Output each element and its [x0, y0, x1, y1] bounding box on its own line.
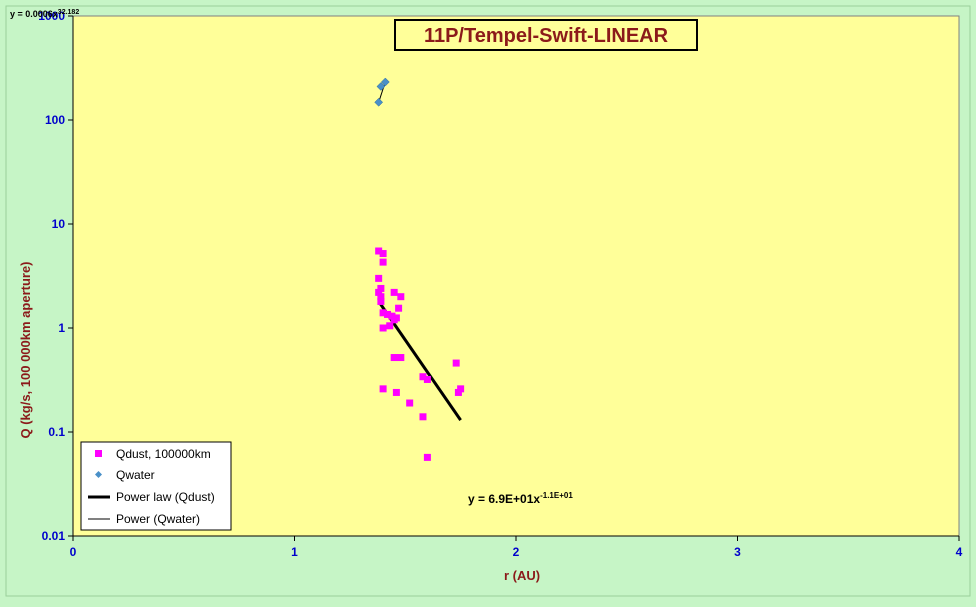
y-tick-label: 100 [45, 113, 65, 127]
qwater-series [374, 77, 390, 107]
legend-powerlaw-label: Power law (Qdust) [116, 490, 215, 504]
legend-qdust-marker [95, 450, 102, 457]
x-tick-label: 2 [513, 545, 520, 559]
qdust-point [375, 247, 383, 255]
qwater-point [374, 97, 384, 107]
legend-qdust-label: Qdust, 100000km [116, 447, 211, 461]
legend: Qdust, 100000km Qwater Power law (Qdust)… [80, 441, 232, 531]
qdust-point [395, 304, 403, 312]
qdust-point [419, 413, 427, 421]
qdust-point [419, 373, 427, 381]
y-tick-label: 0.01 [42, 529, 66, 543]
y-tick-label: 0.1 [48, 425, 65, 439]
qdust-point [388, 312, 396, 320]
qdust-series [375, 247, 465, 461]
x-tick-label: 0 [70, 545, 77, 559]
qdust-fit-equation: y = 6.9E+01x-1.1E+01 [468, 491, 573, 506]
qdust-point [392, 388, 400, 396]
chart-title-box: 11P/Tempel-Swift-LINEAR [394, 19, 698, 51]
qdust-point [379, 258, 387, 266]
y-tick-label: 10 [52, 217, 66, 231]
qdust-point [386, 322, 394, 330]
x-tick-label: 4 [956, 545, 963, 559]
qwater-point [376, 82, 386, 91]
qwater-power-line [378, 81, 386, 103]
qdust-point [454, 388, 462, 396]
y-tick-label: 1000 [38, 9, 65, 23]
qdust-point [452, 359, 460, 367]
qdust-point [397, 293, 405, 301]
y-axis: 0.01 0.1 1 10 100 1000 [38, 9, 74, 543]
qdust-point [390, 316, 398, 324]
qdust-point [457, 385, 465, 393]
x-tick-label: 1 [291, 545, 298, 559]
qdust-point [377, 293, 385, 301]
qdust-point [377, 297, 385, 305]
x-tick-label: 3 [734, 545, 741, 559]
legend-power-label: Power (Qwater) [116, 512, 200, 526]
qdust-point [390, 288, 398, 296]
qdust-point [379, 385, 387, 393]
legend-qwater-label: Qwater [116, 468, 155, 482]
legend-qwater-marker [95, 471, 102, 478]
qdust-point [375, 288, 383, 296]
x-axis: 0 1 2 3 4 [70, 535, 963, 559]
qdust-point [406, 399, 414, 407]
qdust-point [379, 324, 387, 332]
qdust-point [379, 250, 387, 258]
qdust-point [423, 453, 431, 461]
x-axis-title: r (AU) [504, 568, 540, 583]
qwater-fit-equation: y = 0.0006x32.182 [10, 9, 79, 19]
qdust-point [375, 274, 383, 282]
qdust-point [390, 354, 398, 362]
legend-box [80, 441, 232, 531]
chart-title: 11P/Tempel-Swift-LINEAR [424, 25, 669, 47]
y-axis-title: Q (kg/s, 100 000km aperture) [18, 261, 33, 438]
qdust-point [379, 309, 387, 317]
qdust-point [423, 375, 431, 383]
qdust-point [384, 310, 392, 318]
qdust-point [377, 284, 385, 292]
qwater-point [380, 77, 390, 87]
y-tick-label: 1 [58, 321, 65, 335]
qdust-point [397, 354, 405, 362]
